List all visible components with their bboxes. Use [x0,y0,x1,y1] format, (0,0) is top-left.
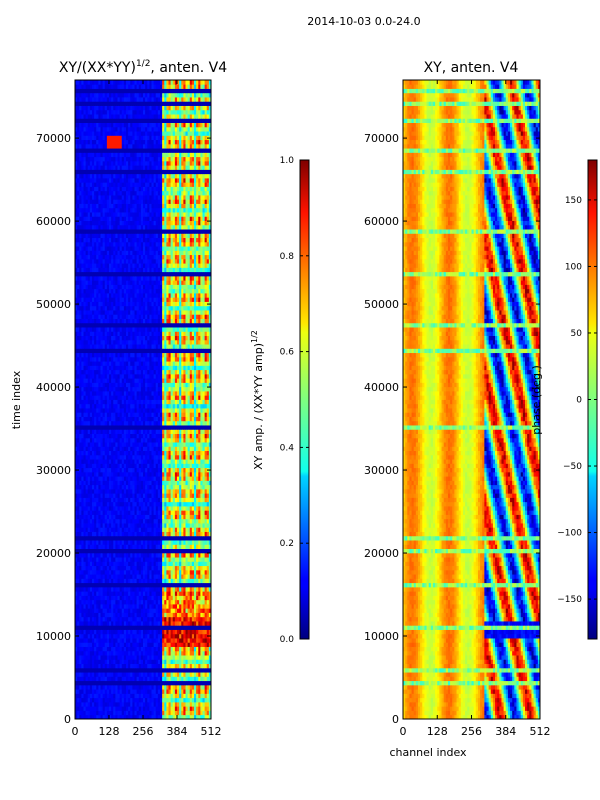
phase-colorbar-tick-label: −150 [557,595,582,605]
phase-ytick-label: 40000 [364,381,399,394]
amplitude-colorbar-tick-label: 0.4 [280,443,295,453]
amplitude-axes-ticks: 0 128 256 384 512 0 10000 20000 30000 40000 50000 6… [36,80,222,738]
amplitude-colorbar-label-sup: 1/2 [250,330,259,343]
amplitude-panel: XY/(XX*YY)1/2, anten. V4 0 128 256 384 512 0 1… [10,59,227,738]
amplitude-colorbar-tick-label: 0.6 [280,348,295,358]
amplitude-ytick-label: 30000 [36,464,71,477]
phase-ytick-label: 70000 [364,132,399,145]
amplitude-ytick-label: 10000 [36,630,71,643]
amplitude-ylabel: time index [10,370,23,429]
phase-colorbar-tick-label: 50 [571,329,583,339]
phase-xtick-label: 256 [461,725,482,738]
amplitude-ytick-label: 70000 [36,132,71,145]
amplitude-colorbar-gradient [299,159,310,640]
phase-colorbar: −150 −100 −50 0 50 100 150 phase (deg.) [530,159,598,640]
phase-ytick-label: 50000 [364,298,399,311]
amplitude-xtick-label: 256 [133,725,154,738]
phase-colorbar-ticks: −150 −100 −50 0 50 100 150 [557,196,597,605]
phase-colorbar-label: phase (deg.) [530,365,543,435]
amplitude-colorbar: 0.0 0.2 0.4 0.6 0.8 1.0 XY amp. / (XX*YY amp)… [250,156,310,645]
amplitude-ytick-label: 60000 [36,215,71,228]
phase-colorbar-tick-label: 150 [565,196,582,206]
phase-axes-ticks: 0 128 256 384 512 0 10000 20000 30000 40000 50000 6… [364,80,551,738]
phase-colorbar-tick-label: 0 [576,396,582,406]
amplitude-colorbar-ticks: 0.0 0.2 0.4 0.6 0.8 1.0 [280,156,309,645]
phase-colorbar-tick-label: 100 [565,262,582,272]
amplitude-colorbar-tick-label: 0.8 [280,252,295,262]
phase-panel: XY, anten. V4 0 128 256 384 512 0 10000 20000 30… [364,60,551,759]
amplitude-colorbar-tick-label: 1.0 [280,156,295,166]
phase-ytick-label: 30000 [364,464,399,477]
phase-xtick-label: 384 [495,725,516,738]
phase-ytick-label: 20000 [364,547,399,560]
amplitude-ytick-label: 50000 [36,298,71,311]
phase-ytick-label: 60000 [364,215,399,228]
amplitude-colorbar-label-main: XY amp. / (XX*YY amp) [252,343,265,470]
phase-xtick-label: 128 [427,725,448,738]
amplitude-ytick-label: 20000 [36,547,71,560]
phase-colorbar-tick-label: −50 [563,462,582,472]
amplitude-ytick-label: 0 [64,713,71,726]
amplitude-heatmap [75,80,211,719]
phase-colorbar-tick-label: −100 [557,529,582,539]
amplitude-colorbar-tick-label: 0.2 [280,539,294,549]
amplitude-xtick-label: 128 [99,725,120,738]
amplitude-panel-title: XY/(XX*YY)1/2, anten. V4 [59,59,227,76]
amplitude-colorbar-tick-label: 0.0 [280,635,295,645]
amplitude-ytick-label: 40000 [36,381,71,394]
amplitude-title-sup: 1/2 [136,59,150,69]
figure-suptitle: 2014-10-03 0.0-24.0 [307,15,420,28]
phase-xlabel: channel index [389,746,467,759]
phase-ytick-label: 0 [392,713,399,726]
amplitude-xtick-label: 0 [72,725,79,738]
amplitude-xtick-label: 512 [201,725,222,738]
amplitude-xtick-label: 384 [167,725,188,738]
phase-panel-title: XY, anten. V4 [424,60,519,76]
phase-heatmap [403,80,540,719]
phase-xtick-label: 0 [400,725,407,738]
amplitude-colorbar-label: XY amp. / (XX*YY amp)1/2 [250,330,265,470]
phase-ytick-label: 10000 [364,630,399,643]
amplitude-title-suffix: , anten. V4 [150,60,227,76]
phase-xtick-label: 512 [530,725,551,738]
amplitude-title-main: XY/(XX*YY) [59,60,136,76]
